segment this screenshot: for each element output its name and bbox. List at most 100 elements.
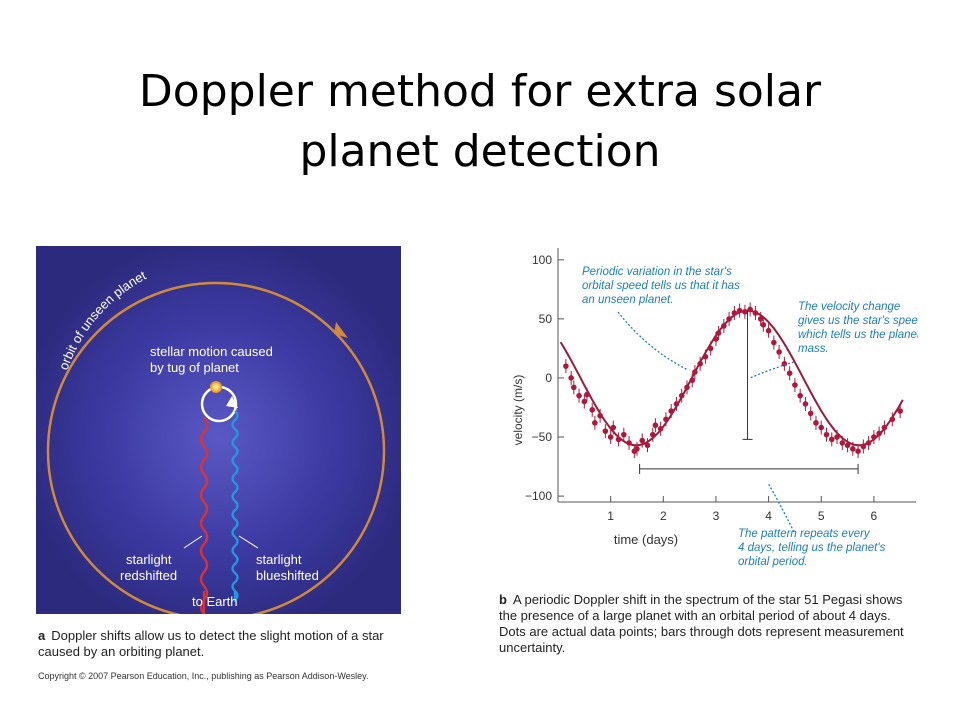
data-point (607, 434, 614, 440)
data-point (597, 412, 603, 419)
y-tick-label: −100 (525, 489, 552, 503)
data-point (818, 424, 825, 431)
caption-a-letter: a (38, 628, 46, 643)
data-point (634, 446, 640, 452)
slide-title: Doppler method for extra solar planet de… (60, 62, 900, 182)
data-point (771, 339, 777, 346)
data-point (760, 321, 767, 328)
x-tick-label: 3 (713, 509, 720, 523)
data-point (702, 353, 709, 360)
diagram-background (36, 246, 401, 614)
annotation-velocity-change: The velocity change gives us the star's s… (798, 301, 918, 355)
data-point (747, 306, 753, 313)
chart-axes: 100 50 0 −50 −100 1 2 3 4 5 6 (525, 248, 916, 523)
data-point (781, 360, 788, 367)
data-point (563, 363, 569, 369)
measurement-bars-layer (639, 310, 859, 474)
data-point (592, 420, 598, 426)
model-curve (559, 309, 904, 447)
data-point (713, 336, 719, 342)
caption-a-text: Doppler shifts allow us to detect the sl… (38, 628, 384, 659)
caption-a: a Doppler shifts allow us to detect the s… (38, 628, 400, 660)
data-point (752, 310, 759, 316)
annotation-pointer-3 (767, 482, 795, 533)
data-point (678, 392, 685, 399)
data-point (626, 440, 632, 446)
data-point (860, 443, 867, 450)
data-point (668, 408, 674, 414)
data-point (813, 420, 819, 426)
data-point (649, 431, 656, 438)
blueshift-pointer (238, 535, 259, 549)
data-point (621, 431, 627, 438)
data-point (581, 398, 588, 405)
y-tick-label: −50 (532, 430, 553, 444)
data-point (850, 446, 856, 452)
data-point (834, 434, 840, 440)
x-tick-label: 5 (818, 509, 825, 523)
y-axis-label: velocity (m/s) (511, 375, 525, 446)
data-point (876, 430, 882, 437)
data-point (663, 416, 669, 423)
data-point (689, 377, 696, 384)
data-point (742, 308, 748, 315)
y-tick-label: 100 (532, 253, 552, 267)
x-tick-label: 1 (607, 509, 614, 523)
data-point (684, 384, 690, 391)
star-icon (210, 381, 222, 393)
earth-label: to Earth (192, 594, 238, 609)
redshift-label-1: starlight (126, 552, 172, 567)
data-point (576, 392, 582, 399)
data-point (697, 360, 703, 367)
data-point (855, 448, 861, 454)
orbit-arrow-icon (334, 322, 348, 338)
motion-label-2: by tug of planet (150, 360, 239, 375)
copyright-notice: Copyright © 2007 Pearson Education, Inc.… (38, 671, 369, 681)
data-point (792, 382, 798, 388)
title-line-2: planet detection (299, 126, 661, 177)
velocity-chart: 100 50 0 −50 −100 1 2 3 4 5 6 Periodic variation i… (511, 248, 918, 568)
doppler-diagram: orbit of unseen planet stellar motion ca… (36, 246, 401, 614)
data-point (673, 401, 680, 407)
redshift-label-2: redshifted (120, 568, 177, 583)
caption-b-letter: b (499, 592, 507, 607)
data-point (889, 416, 896, 423)
y-tick-label: 0 (545, 371, 552, 385)
blueshifted-wave (231, 410, 239, 603)
data-point (871, 434, 877, 440)
data-point (839, 440, 846, 446)
data-point (823, 431, 830, 438)
data-point (610, 424, 617, 431)
annotation-periodic-variation: Periodic variation in the star's orbital … (582, 266, 740, 306)
data-point (765, 327, 772, 334)
data-point (692, 369, 698, 375)
annotation-pointer-1 (617, 311, 689, 371)
data-point (639, 437, 646, 444)
y-tick-label: 50 (539, 312, 553, 326)
title-line-1: Doppler method for extra solar (138, 66, 822, 117)
redshifted-wave (199, 417, 209, 614)
data-point (715, 330, 722, 336)
data-point (657, 425, 664, 432)
blueshift-label-2: blueshifted (256, 568, 319, 583)
data-point (802, 401, 809, 407)
data-point (807, 410, 814, 417)
caption-b-text: A periodic Doppler shift in the spectrum… (499, 592, 904, 655)
data-point (589, 407, 596, 413)
planet-orbit (46, 281, 386, 614)
data-point (584, 391, 590, 398)
data-point (865, 440, 872, 446)
data-point (602, 428, 609, 434)
data-point (615, 436, 622, 443)
data-point (757, 316, 764, 322)
data-point (652, 422, 659, 429)
data-point (568, 375, 574, 381)
annotation-period: The pattern repeats every 4 days, telling… (738, 528, 886, 568)
data-point (776, 349, 782, 355)
x-tick-label: 6 (871, 509, 878, 523)
data-point (736, 307, 743, 314)
data-points-layer (563, 302, 904, 459)
data-point (570, 384, 577, 391)
data-point (731, 310, 738, 316)
